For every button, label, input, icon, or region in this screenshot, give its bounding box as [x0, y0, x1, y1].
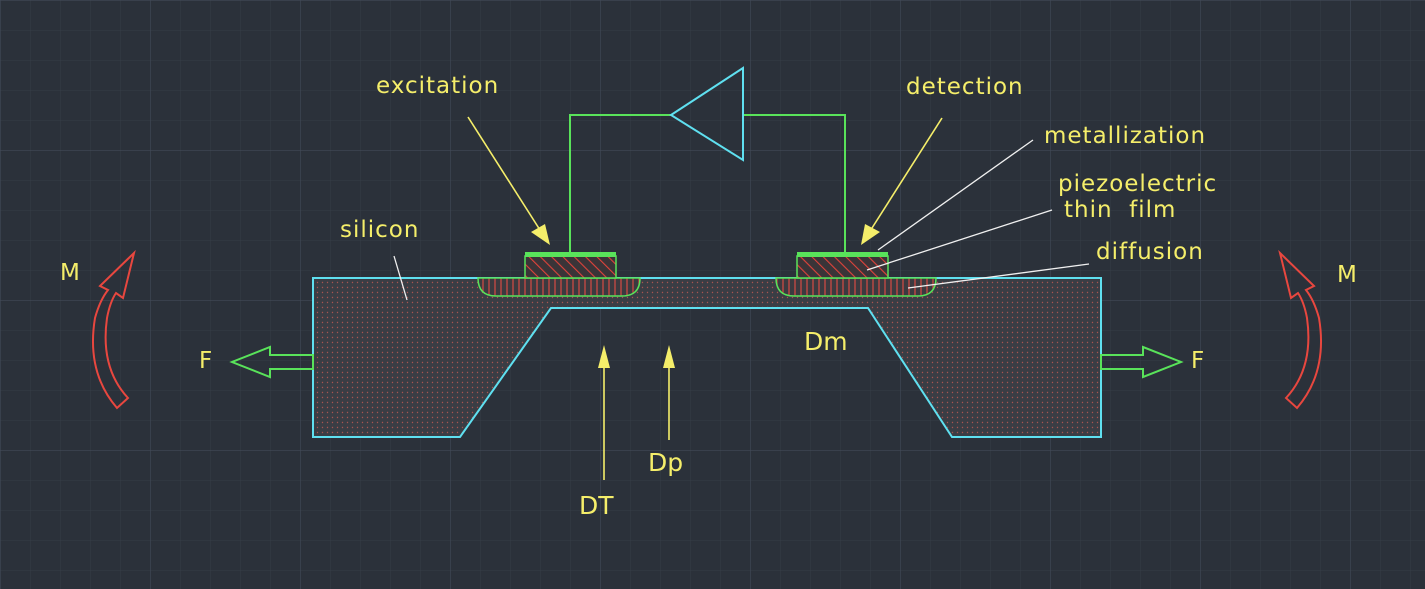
label-moment-right: M — [1337, 262, 1358, 288]
moment-arrow-left — [92, 249, 136, 410]
label-silicon: silicon — [340, 217, 419, 243]
dt-arrow — [598, 345, 610, 480]
metallization-leader — [877, 139, 1034, 251]
circuit-wire-left — [569, 114, 671, 252]
moment-arrow-right — [1278, 249, 1322, 410]
triangle-amplifier-icon — [669, 66, 744, 162]
excitation-arrow — [467, 116, 550, 245]
circuit-wire-right — [743, 114, 846, 252]
silicon-substrate — [312, 277, 1102, 438]
label-moment-left: M — [60, 260, 81, 286]
force-arrow-right — [1100, 345, 1184, 379]
label-excitation: excitation — [376, 73, 499, 99]
label-dm: Dm — [804, 327, 848, 356]
label-dp: Dp — [648, 448, 683, 477]
label-detection: detection — [906, 74, 1024, 100]
label-diffusion: diffusion — [1096, 239, 1204, 265]
diffusion-region-left — [477, 277, 641, 297]
detection-arrow — [861, 117, 943, 245]
piezo-leader — [866, 209, 1053, 271]
piezo-film-left — [524, 255, 617, 279]
label-piezoelectric: piezoelectric — [1058, 171, 1217, 197]
metallization-left — [525, 252, 616, 257]
dp-arrow — [663, 345, 675, 440]
diffusion-leader — [907, 263, 1090, 289]
label-dt: DT — [579, 491, 614, 520]
label-force-left: F — [199, 348, 213, 374]
label-force-right: F — [1191, 348, 1205, 374]
label-metallization: metallization — [1044, 123, 1206, 149]
label-thin-film: thin film — [1064, 197, 1176, 223]
metallization-right — [797, 252, 888, 257]
silicon-leader — [393, 255, 408, 301]
force-arrow-left — [229, 345, 314, 379]
